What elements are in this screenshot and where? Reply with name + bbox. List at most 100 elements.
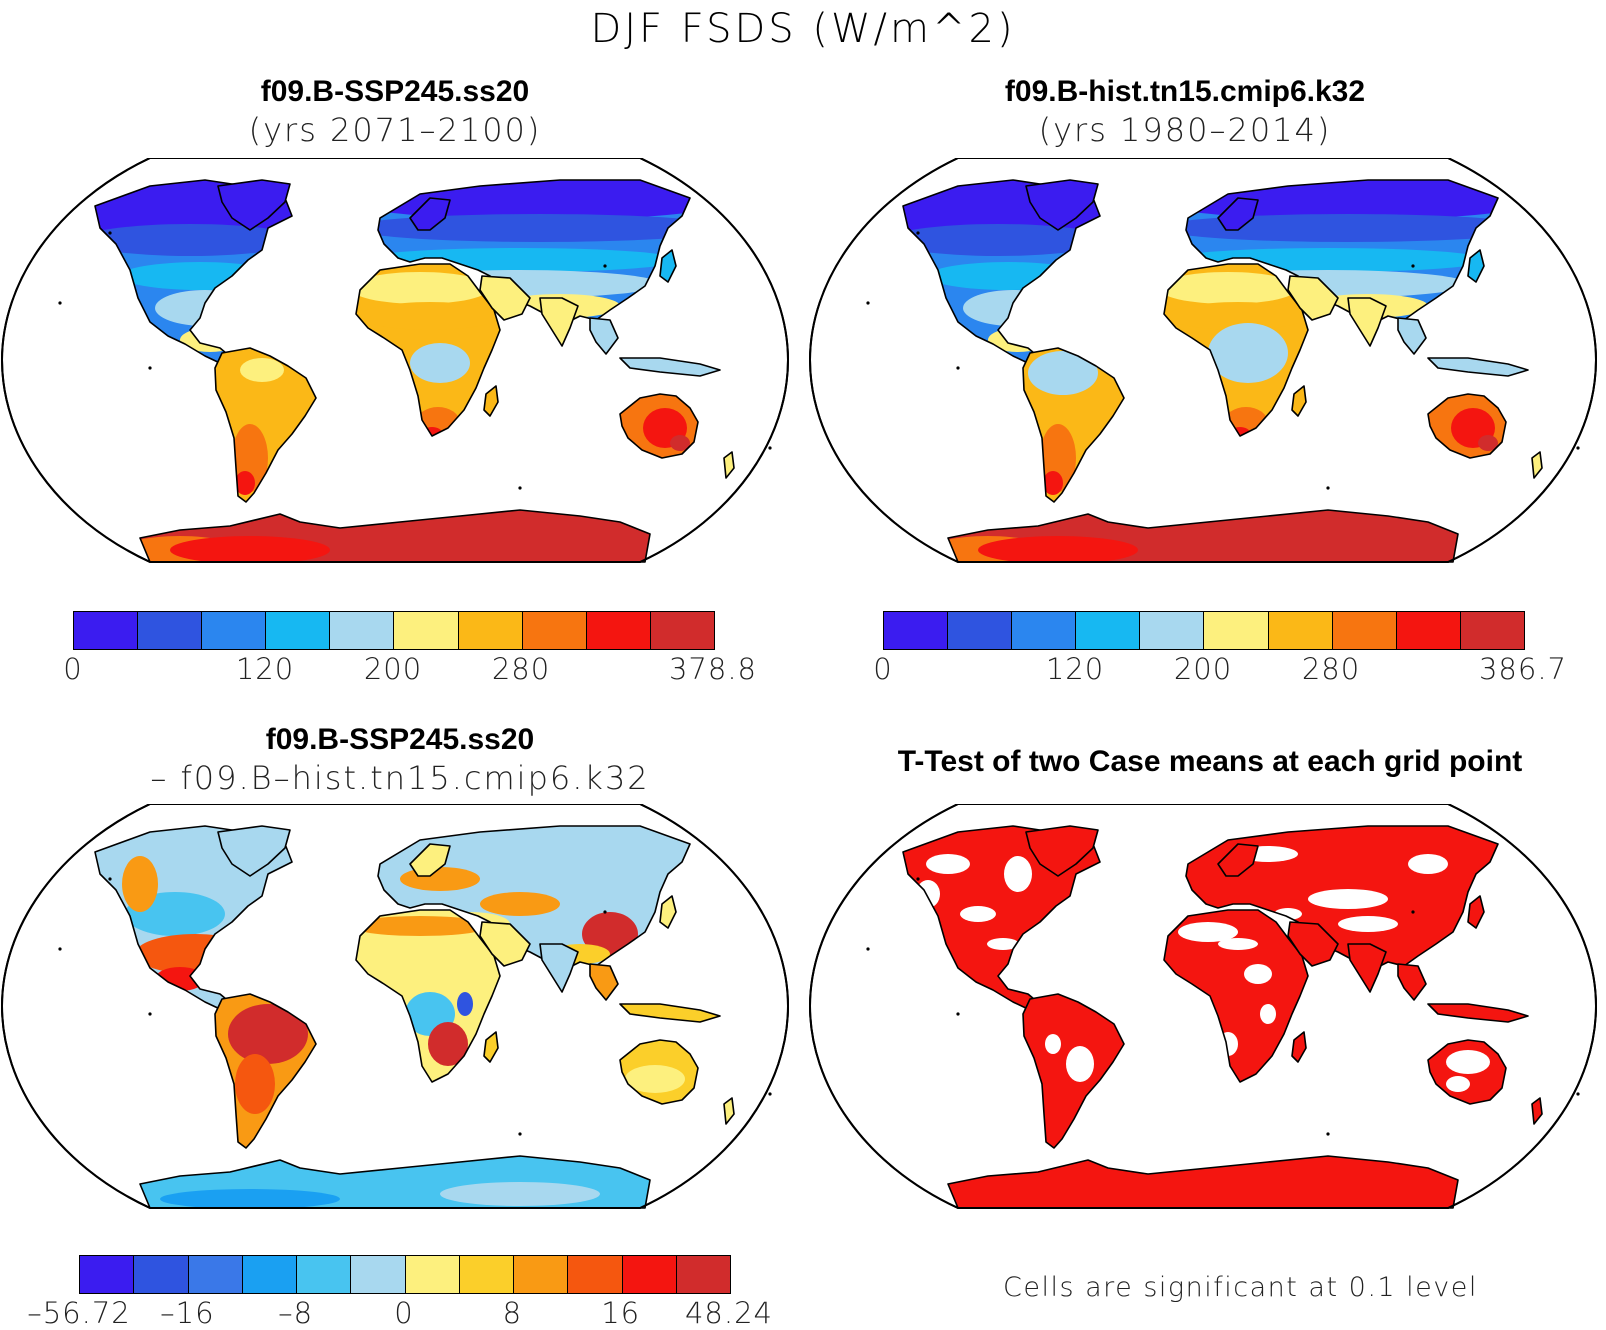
colorbar-tick-label: 48.24 [684,1296,774,1330]
color-region [978,536,1138,562]
color-region [1208,323,1288,383]
color-region [1168,302,1308,330]
island-marker [916,231,920,235]
colorbar-swatch [514,1256,569,1293]
coastline-japan [659,249,677,283]
coastline-africa [355,909,501,1083]
colorbar-tick-label: 280 [1301,652,1361,686]
color-region [1408,854,1448,874]
island-marker [1326,1132,1330,1136]
map-panel-hist [808,158,1598,563]
color-region [625,1065,685,1093]
coastline-indonesia [1427,357,1529,377]
color-region [228,1004,308,1064]
coastline-greenland [1025,179,1099,231]
colorbar-tick-label: –8 [278,1296,314,1330]
color-region [670,435,690,451]
coastline-india [1347,297,1387,347]
colorbar-swatch [676,1256,730,1293]
colorbar-tick-label: 386.7 [1478,652,1568,686]
coastline-japan [1467,895,1485,929]
island-marker [108,231,112,235]
colorbar-swatch [1460,612,1524,649]
coastline-africa [355,263,501,437]
color-region [480,892,560,916]
color-region [170,536,330,562]
colorbar-swatch [1204,612,1269,649]
colorbar-swatch [948,612,1013,649]
coastline-nz [1531,451,1543,479]
color-region [1045,1034,1061,1054]
colorbar-swatch [297,1256,352,1293]
colorbar-swatch [650,612,714,649]
colorbar-swatch [1140,612,1205,649]
island-marker [1326,486,1330,490]
map-panel-ttest [808,804,1598,1209]
colorbar-swatch [458,612,523,649]
colorbar-swatch [1268,612,1333,649]
coastline-antarctica [947,1155,1459,1209]
coastline-seasia [589,963,619,1001]
color-region [440,1182,600,1206]
colorbar-swatch [1332,612,1397,649]
color-region [1260,1004,1276,1024]
color-region [1446,1076,1470,1092]
colorbar-swatch [586,612,651,649]
coastline-samerica [214,347,317,503]
panel-3-title-line1: f09.B-SSP245.ss20 [265,723,535,756]
colorbar-tick-label: –56.72 [27,1296,131,1330]
colorbar-swatch [522,612,587,649]
color-region [960,906,996,922]
color-region [1186,214,1498,242]
island-marker [518,486,522,490]
map-panel-difference [0,804,790,1209]
coastline-namerica [94,825,293,1011]
coastline-antarctica [947,509,1459,563]
colorbar-tick-label: –16 [160,1296,215,1330]
coastline-indonesia [619,1003,721,1023]
island-marker [866,301,870,305]
coastline-samerica [1022,993,1125,1149]
coastline-australia [619,1039,699,1105]
color-region [1066,1046,1094,1082]
colorbar-tick-label: 0 [394,1296,414,1330]
color-region [987,938,1019,950]
colorbar-tick-label: 120 [235,652,295,686]
panel-4-title-line1: T-Test of two Case means at each grid po… [897,745,1523,778]
color-region [1244,964,1272,984]
coastline-africa [1163,909,1309,1083]
color-region [122,856,158,912]
coastline-japan [1467,249,1485,283]
color-region [903,224,1100,256]
colorbar-tick-label: 200 [1173,652,1233,686]
colorbar-ssp245 [73,611,715,650]
island-marker [866,947,870,951]
island-marker [58,301,62,305]
coastline-seasia [589,317,619,355]
colorbar-swatch [622,1256,677,1293]
panel-1-title: f09.B-SSP245.ss20 (yrs 2071–2100) [170,74,620,150]
panel-1-title-line1: f09.B-SSP245.ss20 [260,75,530,108]
island-marker [148,366,152,370]
coastline-india [539,297,579,347]
color-region [160,1189,340,1208]
color-region [95,224,292,256]
coastline-nz [723,1097,735,1125]
coastline-scandinavia [409,843,451,877]
coastline-arabia [479,275,531,321]
panel-2-title-line1: f09.B-hist.tn15.cmip6.k32 [1004,75,1366,108]
color-region [235,1054,275,1114]
coastline-namerica [902,179,1101,365]
island-marker [1576,1092,1580,1096]
coastline-madagascar [1291,1031,1307,1063]
figure-title: DJF FSDS (W/m^2) [590,6,1016,52]
coastline-scandinavia [1217,843,1259,877]
color-region [926,854,970,874]
colorbar-swatch [266,612,331,649]
panel-3-title: f09.B-SSP245.ss20 – f09.B–hist.tn15.cmip… [60,722,740,798]
coastline-antarctica [139,1155,651,1209]
coastline-scandinavia [409,197,451,231]
coastline-scandinavia [1217,197,1259,231]
color-region [457,992,473,1016]
panel-1-title-line2: (yrs 2071–2100) [248,111,542,149]
